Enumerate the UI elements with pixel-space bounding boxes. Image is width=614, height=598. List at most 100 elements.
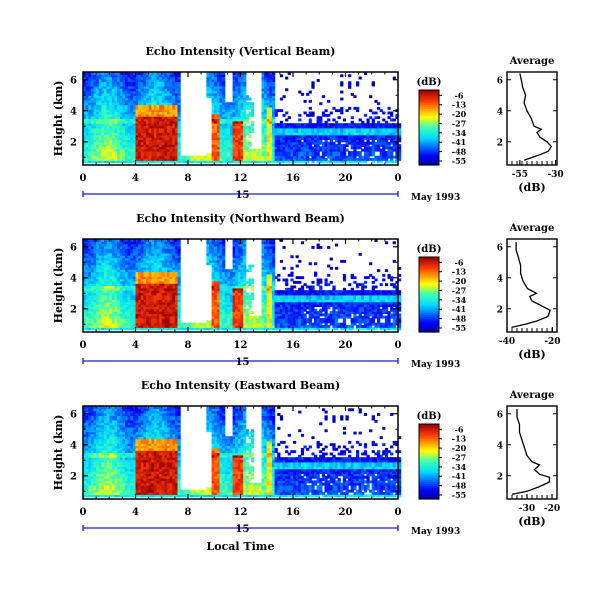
heatmap-cell [353, 160, 357, 164]
colorbar-label: (dB) [417, 77, 442, 88]
date-label: May 1993 [411, 193, 460, 203]
heatmap-cell [303, 99, 307, 103]
heatmap-cell [167, 269, 171, 273]
heatmap-cell [125, 132, 129, 136]
heatmap-cell [156, 79, 160, 82]
heatmap-cell [398, 144, 402, 147]
heatmap-cell [237, 132, 242, 136]
heatmap-cell [146, 308, 150, 312]
colorbar-segment [419, 155, 439, 159]
heatmap-cell [211, 151, 215, 154]
heatmap-cell [83, 81, 87, 85]
heatmap-cell [127, 148, 131, 152]
heatmap-cell [214, 290, 218, 294]
heatmap-cell [148, 255, 152, 259]
heatmap-cell [125, 118, 129, 122]
heatmap-cell [125, 292, 129, 296]
heatmap-cell [174, 99, 179, 103]
heatmap-cell [135, 297, 139, 300]
heatmap-cell [88, 315, 92, 319]
heatmap-cell [216, 144, 221, 147]
heatmap-cell [98, 160, 102, 164]
heatmap-cell [117, 127, 121, 131]
heatmap-cell [85, 294, 89, 298]
heatmap-cell [177, 90, 181, 94]
heatmap-cell [209, 88, 213, 92]
heatmap-cell [151, 118, 155, 122]
heatmap-cell [251, 127, 255, 131]
heatmap-cell [264, 79, 268, 82]
heatmap-cell [174, 308, 179, 312]
heatmap-cell [114, 241, 118, 245]
heatmap-cell [93, 246, 97, 249]
heatmap-cell [119, 148, 123, 152]
heatmap-cell [146, 276, 150, 280]
heatmap-cell [88, 148, 92, 152]
heatmap-cell [151, 322, 155, 326]
heatmap-cell [135, 278, 139, 282]
heatmap-cell [232, 137, 236, 140]
heatmap-cell [127, 255, 131, 259]
heatmap-cell [111, 259, 116, 263]
heatmap-cell [237, 99, 242, 103]
heatmap-cell [132, 246, 137, 249]
heatmap-cell [159, 294, 163, 298]
heatmap-cell [240, 113, 244, 117]
heatmap-cell [146, 269, 150, 273]
heatmap-cell [161, 88, 165, 92]
heatmap-cell [264, 83, 268, 87]
heatmap-cell [98, 239, 102, 242]
heatmap-cell [96, 308, 100, 312]
heatmap-cell [314, 148, 318, 152]
heatmap-cell [140, 85, 144, 89]
heatmap-cell [222, 153, 226, 157]
heatmap-cell [151, 241, 155, 245]
heatmap-cell [143, 308, 147, 312]
heatmap-cell [148, 250, 152, 254]
heatmap-cell [174, 306, 179, 310]
heatmap-cell [98, 264, 102, 268]
heatmap-cell [98, 144, 102, 147]
heatmap-cell [90, 285, 95, 289]
heatmap-cell [279, 74, 284, 78]
heatmap-cell [211, 72, 215, 75]
heatmap-cell [135, 160, 139, 164]
heatmap-cell [83, 137, 87, 140]
heatmap-cell [83, 311, 87, 314]
heatmap-cell [151, 301, 155, 305]
heatmap-cell [172, 313, 176, 317]
heatmap-cell [195, 155, 200, 159]
heatmap-cell [159, 301, 163, 305]
heatmap-cell [314, 146, 318, 150]
heatmap-cell [93, 278, 97, 282]
heatmap-cell [146, 127, 150, 131]
heatmap-cell [93, 160, 97, 164]
heatmap-cell [93, 83, 97, 87]
heatmap-cell [227, 127, 231, 131]
heatmap-cell [125, 125, 129, 129]
heatmap-cell [303, 123, 307, 127]
heatmap-cell [274, 153, 278, 157]
heatmap-cell [156, 280, 160, 284]
heatmap-cell [266, 151, 270, 154]
heatmap-cell [143, 294, 147, 298]
heatmap-cell [172, 72, 176, 75]
heatmap-cell [214, 130, 218, 133]
heatmap-cell [106, 81, 110, 85]
heatmap-cell [111, 246, 116, 249]
heatmap-cell [321, 113, 326, 117]
heatmap-cell [216, 148, 221, 152]
heatmap-cell [101, 241, 105, 245]
heatmap-cell [287, 151, 291, 154]
heatmap-cell [104, 76, 108, 80]
heatmap-cell [146, 315, 150, 319]
heatmap-cell [277, 153, 281, 157]
panel-title: Echo Intensity (Vertical Beam) [145, 45, 335, 58]
heatmap-cell [214, 160, 218, 164]
heatmap-cell [156, 306, 160, 310]
heatmap-cell [106, 125, 110, 129]
heatmap-cell [148, 243, 152, 247]
heatmap-cell [395, 127, 399, 131]
heatmap-cell [319, 130, 323, 133]
heatmap-cell [235, 155, 239, 159]
